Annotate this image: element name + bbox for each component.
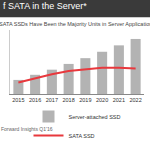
svg-text:2016: 2016 (29, 97, 41, 103)
svg-text:Server-attached SSD: Server-attached SSD (69, 114, 121, 120)
svg-text:2015: 2015 (12, 97, 24, 103)
svg-text:2017: 2017 (46, 97, 58, 103)
svg-text:2018: 2018 (63, 97, 75, 103)
svg-text:2020: 2020 (96, 97, 108, 103)
svg-text:f SATA in the Server*: f SATA in the Server* (3, 1, 87, 11)
svg-text:SATA SSDs Have Been the Majori: SATA SSDs Have Been the Majority Units i… (0, 21, 150, 27)
svg-text:2019: 2019 (79, 97, 91, 103)
svg-text:Forward Insights Q1'16: Forward Insights Q1'16 (1, 126, 53, 132)
svg-text:SATA SSD: SATA SSD (69, 133, 95, 139)
svg-text:2022: 2022 (130, 97, 142, 103)
svg-text:2021: 2021 (113, 97, 125, 103)
